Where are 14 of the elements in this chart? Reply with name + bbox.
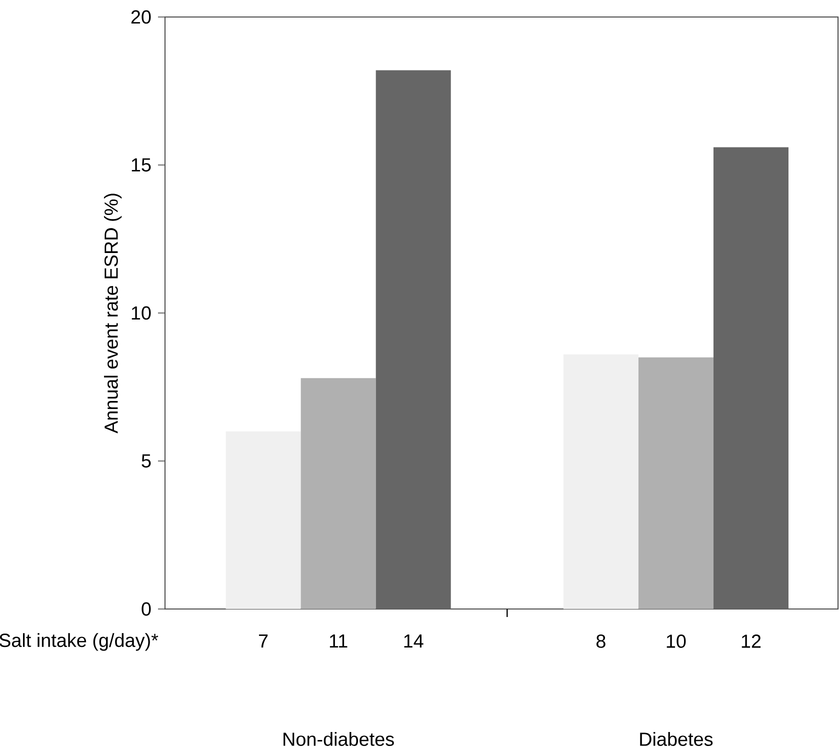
y-tick-label: 5 [142, 454, 151, 468]
y-tick-label: 20 [131, 10, 151, 24]
y-tick-label: 0 [142, 602, 151, 616]
y-tick-label: 10 [132, 306, 151, 320]
x-tick-label: 14 [404, 634, 424, 648]
x-tick-label: 12 [742, 634, 761, 648]
y-axis-title: Annual event rate ESRD (%) [104, 194, 122, 434]
y-tick-label: 15 [132, 158, 151, 172]
x-tick-label: 10 [666, 634, 686, 648]
x-tick-label: 7 [259, 634, 268, 648]
text: Diabetes [640, 732, 713, 746]
x-tick-label: 8 [596, 634, 606, 648]
x-tick-label: 11 [330, 634, 348, 648]
text: Non-diabetes [284, 732, 394, 746]
